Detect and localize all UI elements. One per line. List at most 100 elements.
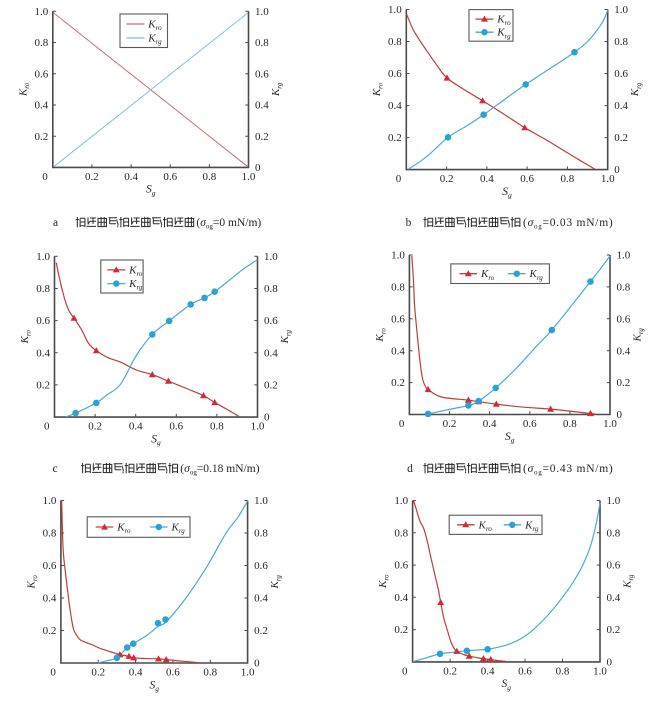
svg-text:0.2: 0.2 bbox=[443, 418, 457, 430]
svg-text:1.0: 1.0 bbox=[614, 4, 628, 16]
svg-text:Sg: Sg bbox=[502, 186, 512, 200]
svg-text:0.4: 0.4 bbox=[617, 345, 631, 357]
svg-text:0.6: 0.6 bbox=[617, 313, 631, 325]
svg-text:0.4: 0.4 bbox=[394, 592, 408, 604]
svg-text:0.8: 0.8 bbox=[36, 283, 50, 295]
svg-text:c: c bbox=[52, 463, 57, 475]
svg-text:(σog=0 mN/m): (σog=0 mN/m) bbox=[196, 217, 261, 230]
svg-text:0.8: 0.8 bbox=[388, 36, 402, 48]
svg-text:1.0: 1.0 bbox=[36, 251, 50, 263]
svg-text:0.8: 0.8 bbox=[203, 171, 217, 183]
svg-text:0.6: 0.6 bbox=[388, 68, 402, 80]
svg-text:Sg: Sg bbox=[146, 184, 156, 198]
svg-text:a: a bbox=[53, 217, 58, 229]
svg-text:0.4: 0.4 bbox=[264, 347, 278, 359]
svg-text:0.4: 0.4 bbox=[481, 666, 495, 678]
svg-text:0.2: 0.2 bbox=[85, 171, 99, 183]
svg-text:0.2: 0.2 bbox=[391, 377, 405, 389]
svg-text:(σog=0.43 mN/m): (σog=0.43 mN/m) bbox=[523, 463, 613, 476]
svg-text:1.0: 1.0 bbox=[617, 250, 631, 262]
svg-text:0.4: 0.4 bbox=[129, 667, 143, 679]
svg-text:0.4: 0.4 bbox=[607, 592, 621, 604]
svg-text:1.0: 1.0 bbox=[251, 421, 265, 433]
svg-text:0.2: 0.2 bbox=[36, 380, 50, 392]
svg-text:0.8: 0.8 bbox=[561, 173, 575, 185]
svg-text:0.2: 0.2 bbox=[607, 624, 621, 636]
svg-text:0.8: 0.8 bbox=[254, 528, 268, 540]
svg-text:0.4: 0.4 bbox=[388, 100, 402, 112]
svg-text:b: b bbox=[406, 217, 412, 229]
svg-text:0.6: 0.6 bbox=[166, 667, 180, 679]
svg-text:0: 0 bbox=[396, 173, 402, 185]
svg-text:0: 0 bbox=[402, 666, 408, 678]
svg-text:0.8: 0.8 bbox=[617, 282, 631, 294]
svg-text:0.8: 0.8 bbox=[203, 667, 217, 679]
svg-text:1.0: 1.0 bbox=[43, 495, 57, 507]
svg-text:0.4: 0.4 bbox=[614, 100, 628, 112]
svg-text:0.2: 0.2 bbox=[394, 624, 408, 636]
svg-text:0.4: 0.4 bbox=[391, 345, 405, 357]
svg-text:1.0: 1.0 bbox=[388, 4, 402, 16]
svg-text:0.4: 0.4 bbox=[480, 173, 494, 185]
svg-text:0.8: 0.8 bbox=[210, 421, 224, 433]
svg-text:0.4: 0.4 bbox=[483, 418, 497, 430]
svg-text:1.0: 1.0 bbox=[601, 173, 615, 185]
svg-text:0: 0 bbox=[44, 421, 50, 433]
svg-text:(σog=0.18 mN/m): (σog=0.18 mN/m) bbox=[180, 463, 259, 476]
svg-text:0.2: 0.2 bbox=[617, 377, 631, 389]
svg-text:1.0: 1.0 bbox=[394, 495, 408, 507]
svg-text:0.2: 0.2 bbox=[440, 173, 454, 185]
svg-text:0.4: 0.4 bbox=[124, 171, 138, 183]
svg-text:0.6: 0.6 bbox=[264, 315, 278, 327]
svg-text:d: d bbox=[407, 463, 413, 475]
svg-text:0: 0 bbox=[42, 171, 48, 183]
svg-text:0.6: 0.6 bbox=[520, 173, 534, 185]
svg-text:0.6: 0.6 bbox=[43, 560, 57, 572]
svg-text:0.8: 0.8 bbox=[391, 282, 405, 294]
svg-text:0.8: 0.8 bbox=[607, 527, 621, 539]
svg-text:0.4: 0.4 bbox=[36, 347, 50, 359]
svg-text:1.0: 1.0 bbox=[593, 666, 607, 678]
svg-text:Sg: Sg bbox=[505, 431, 515, 445]
svg-text:0.6: 0.6 bbox=[394, 560, 408, 572]
svg-text:0.2: 0.2 bbox=[443, 666, 457, 678]
svg-text:1.0: 1.0 bbox=[607, 495, 621, 507]
svg-text:(σog=0.03 mN/m): (σog=0.03 mN/m) bbox=[523, 217, 613, 230]
svg-text:0: 0 bbox=[50, 667, 56, 679]
svg-text:0.8: 0.8 bbox=[614, 36, 628, 48]
svg-text:0.6: 0.6 bbox=[523, 418, 537, 430]
svg-text:0.6: 0.6 bbox=[518, 666, 532, 678]
svg-text:0.6: 0.6 bbox=[169, 421, 183, 433]
svg-text:1.0: 1.0 bbox=[264, 251, 278, 263]
svg-text:0.6: 0.6 bbox=[36, 315, 50, 327]
svg-text:1.0: 1.0 bbox=[35, 6, 49, 18]
svg-text:0.4: 0.4 bbox=[255, 100, 269, 112]
svg-text:0.6: 0.6 bbox=[607, 560, 621, 572]
svg-text:1.0: 1.0 bbox=[241, 667, 255, 679]
svg-text:0.2: 0.2 bbox=[35, 131, 49, 143]
svg-text:0: 0 bbox=[264, 412, 270, 424]
svg-text:0.8: 0.8 bbox=[563, 418, 577, 430]
svg-text:0.6: 0.6 bbox=[35, 68, 49, 80]
svg-text:1.0: 1.0 bbox=[254, 495, 268, 507]
svg-text:0: 0 bbox=[617, 409, 623, 421]
svg-text:0.2: 0.2 bbox=[614, 132, 628, 144]
svg-text:0.8: 0.8 bbox=[35, 37, 49, 49]
svg-text:0: 0 bbox=[399, 418, 405, 430]
svg-text:0.6: 0.6 bbox=[255, 68, 269, 80]
svg-text:0.8: 0.8 bbox=[43, 528, 57, 540]
svg-text:0.6: 0.6 bbox=[614, 68, 628, 80]
svg-text:0.4: 0.4 bbox=[254, 593, 268, 605]
svg-text:1.0: 1.0 bbox=[603, 418, 617, 430]
svg-text:0.8: 0.8 bbox=[556, 666, 570, 678]
svg-text:0.2: 0.2 bbox=[388, 132, 402, 144]
svg-text:0.2: 0.2 bbox=[254, 625, 268, 637]
svg-text:0.8: 0.8 bbox=[394, 527, 408, 539]
svg-text:0.2: 0.2 bbox=[88, 421, 102, 433]
svg-text:0.2: 0.2 bbox=[264, 380, 278, 392]
svg-text:0.4: 0.4 bbox=[35, 100, 49, 112]
svg-text:Sg: Sg bbox=[149, 679, 159, 693]
svg-text:Sg: Sg bbox=[502, 678, 512, 692]
svg-text:0.4: 0.4 bbox=[129, 421, 143, 433]
svg-text:Sg: Sg bbox=[151, 433, 161, 447]
